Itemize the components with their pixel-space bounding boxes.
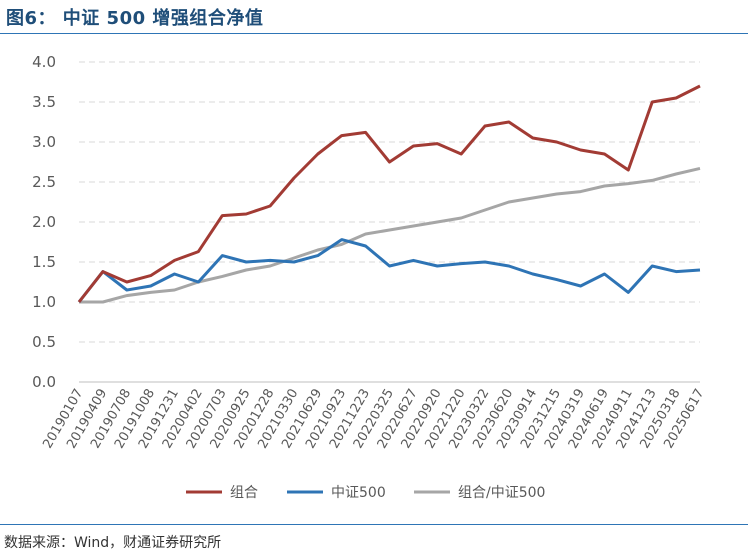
y-tick-label: 0.5 [32,333,56,351]
chart-title: 图6： 中证 500 增强组合净值 [6,8,264,29]
legend-label-2: 组合/中证500 [458,485,545,501]
source-note: 数据来源：Wind，财通证券研究所 [4,535,222,551]
legend: 组合 中证500 组合/中证500 [186,485,545,501]
legend-label-1: 中证500 [331,485,386,501]
y-tick-label: 3.5 [32,93,56,111]
y-tick-label: 3.0 [32,133,56,151]
y-tick-label: 2.0 [32,213,56,231]
title-rule [0,33,748,34]
y-tick-label: 0.0 [32,373,56,391]
line-chart: 0.0 0.5 1.0 1.5 2.0 2.5 3.0 3.5 4.0 201901072019… [32,53,707,501]
series-lines [77,84,701,304]
y-axis-ticks: 0.0 0.5 1.0 1.5 2.0 2.5 3.0 3.5 4.0 [32,53,56,391]
y-tick-label: 2.5 [32,173,56,191]
gridlines [79,61,700,383]
series-line-1 [77,238,701,303]
series-line-0 [77,84,701,303]
series-line-2 [79,166,701,304]
y-tick-label: 4.0 [32,53,56,71]
footer-rule [0,524,748,525]
y-tick-label: 1.5 [32,253,56,271]
legend-label-0: 组合 [230,485,258,501]
x-axis-ticks: 2019010720190409201907082019100820191231… [40,386,707,451]
y-tick-label: 1.0 [32,293,56,311]
